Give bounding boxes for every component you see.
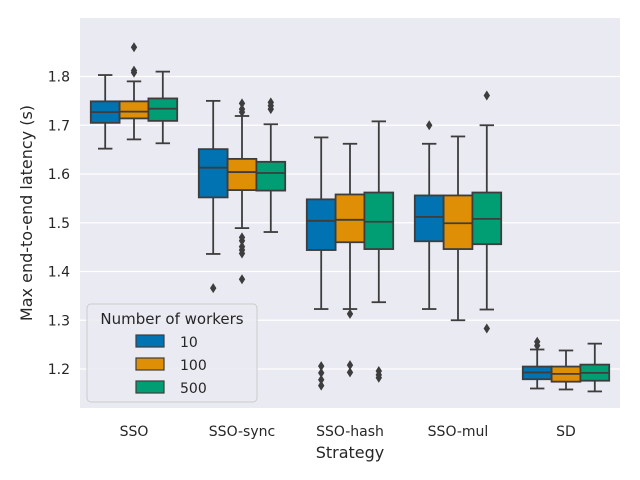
- box-SSO-10: [89, 74, 121, 150]
- outlier-point: [238, 107, 246, 118]
- y-tick-label: 1.6: [48, 167, 70, 183]
- outlier-point: [238, 274, 246, 285]
- outlier-point: [534, 340, 541, 351]
- box-SD-500: [579, 342, 611, 393]
- legend-frame: [86, 303, 258, 403]
- box-SSO-sync-10: [197, 99, 229, 294]
- y-tick-label: 1.8: [48, 70, 70, 86]
- legend-label: 10: [180, 335, 198, 351]
- legend-items: 10 100 500: [135, 334, 207, 397]
- box-SSO-sync-500: [255, 97, 287, 233]
- y-tick-label: 1.4: [48, 265, 70, 281]
- legend-swatch: [135, 357, 165, 371]
- iqr-box: [413, 194, 445, 243]
- outlier-point: [210, 283, 217, 294]
- iqr-box: [442, 194, 474, 250]
- x-tick-label: SSO: [120, 424, 149, 440]
- outlier-point: [238, 98, 246, 109]
- outlier-point: [346, 308, 354, 319]
- outlier-point: [238, 235, 246, 246]
- outlier-point: [346, 367, 354, 378]
- legend-label: 100: [180, 358, 207, 374]
- legend-swatch: [135, 380, 165, 394]
- y-tick-label: 1.2: [48, 362, 70, 378]
- box-SSO-hash-500: [363, 120, 395, 383]
- y-tick-label: 1.3: [48, 313, 70, 329]
- y-tick-label: 1.7: [48, 118, 70, 134]
- box-SSO-mul-500: [471, 90, 503, 334]
- box-SSO-500: [147, 70, 179, 145]
- x-axis-label: Strategy: [316, 443, 385, 462]
- outlier-point: [483, 90, 490, 101]
- box-SSO-sync-100: [226, 98, 258, 285]
- box-SSO-mul-100: [442, 135, 474, 322]
- outlier-point: [318, 367, 325, 378]
- x-tick-label: SSO-sync: [209, 424, 275, 440]
- iqr-box: [305, 198, 337, 251]
- legend-title: Number of workers: [100, 310, 243, 328]
- iqr-box: [334, 193, 366, 244]
- legend: Number of workers 10 100 500: [86, 303, 258, 403]
- outlier-point: [238, 248, 246, 259]
- outlier-point: [130, 42, 138, 53]
- y-tick-labels: 1.2 1.3 1.4 1.5 1.6 1.7 1.8: [48, 70, 70, 379]
- iqr-box: [118, 100, 150, 120]
- box-SSO-mul-10: [413, 120, 445, 310]
- legend-swatch: [135, 334, 165, 348]
- iqr-box: [363, 191, 395, 250]
- x-tick-label: SD: [556, 424, 576, 440]
- x-tick-label: SSO-mul: [428, 424, 489, 440]
- y-tick-label: 1.5: [48, 216, 70, 232]
- x-tick-label: SSO-hash: [316, 424, 384, 440]
- outlier-point: [375, 372, 382, 383]
- legend-label: 500: [180, 381, 207, 397]
- box-SSO-hash-10: [305, 136, 337, 391]
- iqr-box: [147, 97, 179, 122]
- outlier-point: [267, 104, 274, 115]
- outlier-point: [318, 374, 325, 385]
- outlier-point: [426, 120, 433, 131]
- outlier-point: [483, 323, 490, 334]
- outlier-point: [130, 67, 138, 78]
- iqr-box: [255, 160, 287, 192]
- iqr-box: [197, 148, 229, 199]
- box-groups: [89, 42, 611, 393]
- outlier-point: [346, 360, 354, 371]
- y-axis-label: Max end-to-end latency (s): [17, 105, 36, 321]
- iqr-box: [226, 157, 258, 191]
- x-tick-labels: SSO SSO-sync SSO-hash SSO-mul SD: [120, 424, 576, 440]
- outlier-point: [318, 361, 325, 372]
- outlier-point: [318, 380, 325, 391]
